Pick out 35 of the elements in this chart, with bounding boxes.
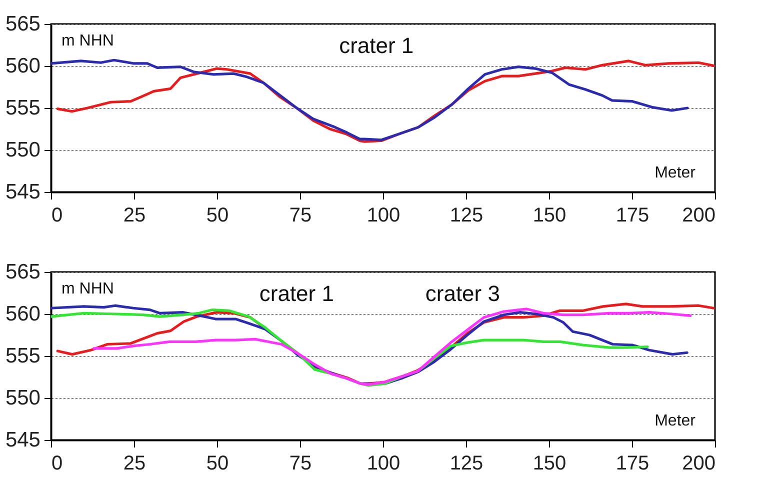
x-tick-label: 25	[123, 452, 146, 474]
x-tick-label: 125	[450, 452, 484, 474]
y-tick-label: 565	[5, 260, 40, 284]
y-axis-title: m NHN	[62, 280, 114, 298]
x-axis-title: Meter	[654, 164, 696, 182]
x-tick-label: 50	[206, 452, 229, 474]
y-axis-title: m NHN	[62, 32, 114, 50]
x-tick-label: 175	[616, 204, 650, 226]
x-axis-title: Meter	[654, 412, 696, 430]
annotation: crater 1	[339, 33, 414, 58]
x-tick-label: 0	[52, 204, 63, 226]
y-tick-label: 545	[5, 180, 40, 204]
y-tick-label: 560	[5, 302, 40, 326]
x-tick-label: 175	[616, 452, 650, 474]
x-tick-label: 150	[532, 204, 566, 226]
x-tick-label: 75	[289, 204, 312, 226]
x-tick-label: 200	[682, 204, 716, 226]
y-tick-label: 565	[5, 12, 40, 36]
x-tick-label: 125	[450, 204, 484, 226]
x-tick-label: 50	[206, 204, 229, 226]
y-tick-label: 550	[5, 138, 40, 162]
x-tick-label: 200	[682, 452, 716, 474]
y-tick-label: 555	[5, 96, 40, 120]
y-tick-label: 560	[5, 54, 40, 78]
x-tick-label: 0	[52, 452, 63, 474]
x-tick-label: 25	[123, 204, 146, 226]
x-tick-label: 150	[532, 452, 566, 474]
annotation: crater 1	[259, 281, 334, 306]
y-tick-label: 555	[5, 344, 40, 368]
annotation: crater 3	[425, 281, 500, 306]
x-tick-label: 100	[366, 452, 400, 474]
x-tick-label: 100	[366, 204, 400, 226]
y-tick-label: 545	[5, 428, 40, 452]
y-tick-label: 550	[5, 386, 40, 410]
x-tick-label: 75	[289, 452, 312, 474]
